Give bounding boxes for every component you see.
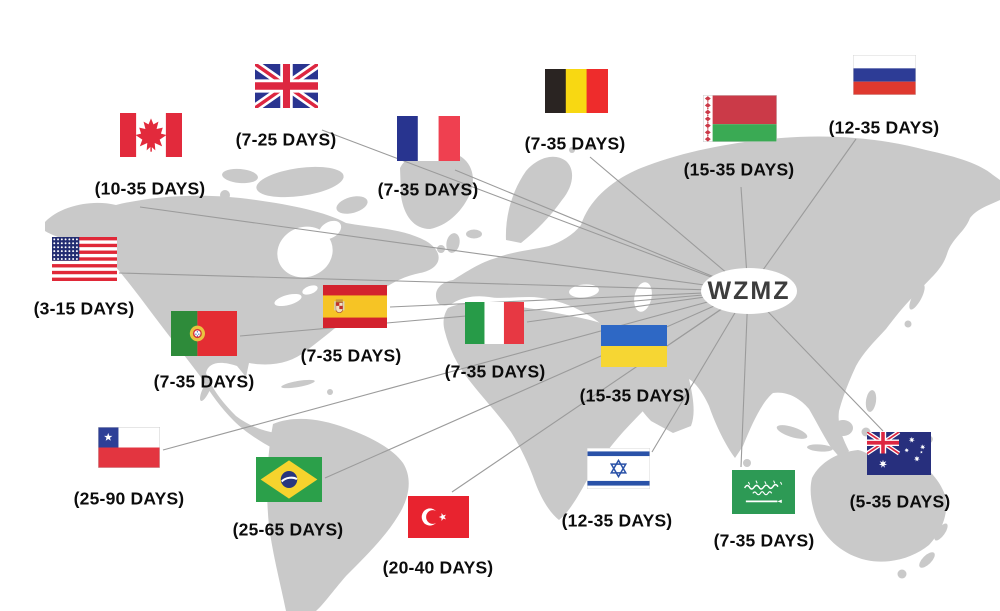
continent-australia bbox=[810, 449, 947, 562]
chile-days-label: (25-90 DAYS) bbox=[73, 488, 185, 509]
island-japan bbox=[909, 284, 925, 310]
island-britain bbox=[446, 233, 460, 253]
arctic-island bbox=[256, 166, 344, 198]
shipping-line-canada bbox=[139, 206, 749, 292]
belarus-days-label: (15-35 DAYS) bbox=[683, 159, 795, 180]
australia-days-label: (5-35 DAYS) bbox=[849, 491, 951, 512]
island-java bbox=[807, 444, 833, 452]
shipping-line-chile bbox=[162, 290, 749, 451]
region-scandinavia bbox=[505, 156, 573, 243]
portugal-days-label: (7-35 DAYS) bbox=[153, 371, 255, 392]
belgium-flag-icon bbox=[545, 69, 608, 113]
shipping-line-uk bbox=[321, 129, 749, 292]
shipping-line-france bbox=[454, 169, 749, 292]
spain-flag-icon bbox=[323, 285, 387, 328]
island-greenland bbox=[400, 150, 473, 229]
shipping-line-australia bbox=[747, 290, 884, 432]
shipping-line-russia bbox=[747, 138, 857, 292]
uk-days-label: (7-25 DAYS) bbox=[235, 129, 337, 150]
australia-flag-icon bbox=[867, 432, 931, 475]
belgium-days-label: (7-35 DAYS) bbox=[524, 133, 626, 154]
arctic-island bbox=[220, 190, 230, 200]
arctic-island bbox=[569, 147, 575, 153]
island-cuba bbox=[281, 379, 315, 389]
italy-days-label: (7-35 DAYS) bbox=[444, 361, 546, 382]
shipping-line-usa bbox=[118, 272, 749, 292]
island-newzealand bbox=[934, 523, 948, 541]
brazil-flag-icon bbox=[256, 457, 322, 502]
italy-flag-icon bbox=[465, 302, 524, 344]
shipping-line-turkey bbox=[451, 290, 749, 493]
shipping-line-israel bbox=[651, 290, 749, 453]
saudi_arabia-days-label: (7-35 DAYS) bbox=[713, 530, 815, 551]
island-baja bbox=[200, 379, 212, 401]
ukraine-flag-icon bbox=[601, 325, 667, 367]
turkey-flag-icon bbox=[408, 496, 469, 538]
island-tasmania bbox=[897, 569, 907, 579]
israel-days-label: (12-35 DAYS) bbox=[561, 510, 673, 531]
brazil-days-label: (25-65 DAYS) bbox=[232, 519, 344, 540]
shipping-line-spain bbox=[389, 290, 749, 308]
chile-flag-icon bbox=[98, 427, 160, 468]
israel-flag-icon bbox=[587, 448, 650, 489]
portugal-flag-icon bbox=[171, 311, 237, 356]
inland-water bbox=[274, 220, 652, 312]
russia-flag-icon bbox=[853, 55, 916, 95]
canada-flag-icon bbox=[120, 113, 182, 157]
island-philippines bbox=[865, 390, 877, 412]
ukraine-days-label: (15-35 DAYS) bbox=[579, 385, 691, 406]
spain-crest bbox=[334, 299, 345, 314]
france-days-label: (7-35 DAYS) bbox=[377, 179, 479, 200]
island-sumatra bbox=[776, 425, 808, 439]
france-flag-icon bbox=[397, 116, 460, 161]
brand-logo: WZMZ bbox=[701, 268, 797, 314]
arctic-island bbox=[336, 196, 368, 214]
shipping-lines bbox=[118, 129, 884, 493]
belarus-flag-icon bbox=[703, 95, 777, 142]
usa-days-label: (3-15 DAYS) bbox=[33, 298, 135, 319]
island-newzealand bbox=[919, 552, 935, 568]
usa-flag-icon bbox=[52, 237, 117, 281]
canada-days-label: (10-35 DAYS) bbox=[94, 178, 206, 199]
arctic-island bbox=[587, 144, 593, 150]
shipping-line-belgium bbox=[589, 156, 749, 292]
spain-days-label: (7-35 DAYS) bbox=[300, 345, 402, 366]
shipping-line-brazil bbox=[324, 290, 749, 479]
continent-north-america bbox=[45, 195, 439, 469]
turkey-days-label: (20-40 DAYS) bbox=[382, 557, 494, 578]
island-iceland bbox=[466, 229, 482, 239]
island-srilanka bbox=[743, 459, 751, 467]
island-borneo bbox=[833, 420, 853, 436]
uk-flag-icon bbox=[255, 64, 318, 108]
island-japan bbox=[904, 320, 912, 328]
russia-days-label: (12-35 DAYS) bbox=[828, 117, 940, 138]
arctic-island bbox=[222, 168, 258, 184]
island-hispaniola bbox=[327, 389, 333, 395]
brand-text: WZMZ bbox=[707, 276, 791, 305]
shipping-line-saudi_arabia bbox=[740, 290, 749, 468]
saudi_arabia-flag-icon bbox=[732, 470, 795, 514]
